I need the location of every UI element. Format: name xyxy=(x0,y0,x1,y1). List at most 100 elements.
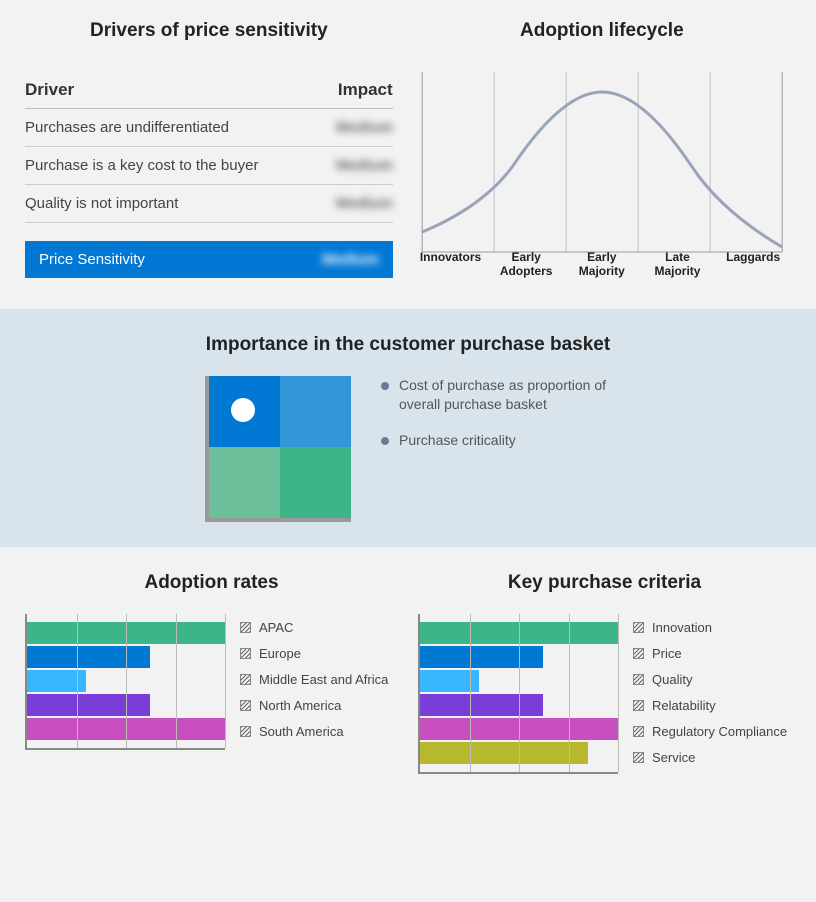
swatch-icon xyxy=(633,752,644,763)
basket-title: Importance in the customer purchase bask… xyxy=(25,334,791,356)
quad-br xyxy=(280,447,351,518)
gridline xyxy=(176,614,177,748)
swatch-icon xyxy=(240,674,251,685)
col-impact: Impact xyxy=(338,80,393,100)
swatch-icon xyxy=(240,700,251,711)
gridline xyxy=(77,614,78,748)
legend-item: Price xyxy=(633,642,787,666)
criteria-legend: Innovation Price Quality Relatability Regula… xyxy=(633,614,787,774)
bar xyxy=(420,742,588,764)
adoption-title: Adoption rates xyxy=(25,572,398,594)
legend-item: North America xyxy=(240,694,388,718)
driver-label: Purchase is a key cost to the buyer xyxy=(25,157,258,174)
lifecycle-label: Late Majority xyxy=(640,250,716,279)
summary-label: Price Sensitivity xyxy=(39,251,145,268)
bar xyxy=(420,694,543,716)
legend-item: South America xyxy=(240,720,388,744)
legend-label: Purchase criticality xyxy=(399,431,516,451)
basket-section: Importance in the customer purchase bask… xyxy=(0,309,816,547)
basket-content: Cost of purchase as proportion of overal… xyxy=(25,376,791,522)
gridline xyxy=(470,614,471,772)
basket-legend-item: Cost of purchase as proportion of overal… xyxy=(381,376,611,415)
drivers-title: Drivers of price sensitivity xyxy=(25,20,393,42)
basket-legend: Cost of purchase as proportion of overal… xyxy=(381,376,611,467)
quad-bl xyxy=(209,447,280,518)
lifecycle-labels: InnovatorsEarly AdoptersEarly MajorityLa… xyxy=(413,250,791,279)
legend-label: Regulatory Compliance xyxy=(652,724,787,739)
col-driver: Driver xyxy=(25,80,74,100)
swatch-icon xyxy=(240,648,251,659)
drivers-header: Driver Impact xyxy=(25,72,393,109)
adoption-chart: APAC Europe Middle East and Africa North Am… xyxy=(25,614,398,750)
swatch-icon xyxy=(633,622,644,633)
gridline xyxy=(569,614,570,772)
drivers-row: Quality is not important Medium xyxy=(25,185,393,223)
legend-item: Relatability xyxy=(633,694,787,718)
swatch-icon xyxy=(240,622,251,633)
lifecycle-label: Laggards xyxy=(715,250,791,279)
drivers-row: Purchase is a key cost to the buyer Mediu… xyxy=(25,147,393,185)
legend-item: Innovation xyxy=(633,616,787,640)
basket-legend-item: Purchase criticality xyxy=(381,431,611,451)
bar xyxy=(27,694,150,716)
lifecycle-panel: Adoption lifecycle InnovatorsEarly Adopt… xyxy=(393,20,791,279)
gridline xyxy=(519,614,520,772)
lifecycle-label: Early Majority xyxy=(564,250,640,279)
bullet-icon xyxy=(381,382,389,390)
driver-value: Medium xyxy=(336,195,393,212)
legend-label: Middle East and Africa xyxy=(259,672,388,687)
legend-label: South America xyxy=(259,724,344,739)
driver-label: Purchases are undifferentiated xyxy=(25,119,229,136)
legend-label: Price xyxy=(652,646,682,661)
gridline xyxy=(225,614,226,748)
bullet-icon xyxy=(381,437,389,445)
summary-value: Medium xyxy=(322,251,379,268)
lifecycle-chart xyxy=(413,72,791,272)
adoption-legend: APAC Europe Middle East and Africa North Am… xyxy=(240,614,388,750)
drivers-row: Purchases are undifferentiated Medium xyxy=(25,109,393,147)
adoption-panel: Adoption rates APAC Europe Middle East and… xyxy=(25,572,398,774)
legend-item: Europe xyxy=(240,642,388,666)
swatch-icon xyxy=(240,726,251,737)
swatch-icon xyxy=(633,674,644,685)
legend-label: Europe xyxy=(259,646,301,661)
bar xyxy=(420,646,543,668)
driver-value: Medium xyxy=(336,157,393,174)
sensitivity-summary: Price Sensitivity Medium xyxy=(25,241,393,278)
legend-item: Service xyxy=(633,746,787,770)
legend-label: Quality xyxy=(652,672,692,687)
driver-label: Quality is not important xyxy=(25,195,178,212)
swatch-icon xyxy=(633,700,644,711)
swatch-icon xyxy=(633,648,644,659)
lifecycle-label: Early Adopters xyxy=(488,250,564,279)
drivers-panel: Drivers of price sensitivity Driver Impa… xyxy=(25,20,393,279)
legend-label: Relatability xyxy=(652,698,716,713)
legend-label: North America xyxy=(259,698,341,713)
criteria-chart: Innovation Price Quality Relatability Regula… xyxy=(418,614,791,774)
bottom-section: Adoption rates APAC Europe Middle East and… xyxy=(0,547,816,799)
legend-item: APAC xyxy=(240,616,388,640)
quad-dot xyxy=(231,398,255,422)
legend-label: Cost of purchase as proportion of overal… xyxy=(399,376,611,415)
top-section: Drivers of price sensitivity Driver Impa… xyxy=(0,0,816,309)
legend-label: Innovation xyxy=(652,620,712,635)
legend-label: APAC xyxy=(259,620,293,635)
legend-item: Middle East and Africa xyxy=(240,668,388,692)
swatch-icon xyxy=(633,726,644,737)
gridline xyxy=(126,614,127,748)
legend-item: Quality xyxy=(633,668,787,692)
legend-item: Regulatory Compliance xyxy=(633,720,787,744)
quadrant-chart xyxy=(205,376,351,522)
adoption-bars xyxy=(25,614,225,750)
lifecycle-title: Adoption lifecycle xyxy=(413,20,791,42)
lifecycle-svg xyxy=(413,72,791,272)
criteria-panel: Key purchase criteria Innovation Price Qua… xyxy=(418,572,791,774)
legend-label: Service xyxy=(652,750,695,765)
driver-value: Medium xyxy=(336,119,393,136)
criteria-bars xyxy=(418,614,618,774)
gridline xyxy=(618,614,619,772)
criteria-title: Key purchase criteria xyxy=(418,572,791,594)
bar xyxy=(27,646,150,668)
lifecycle-label: Innovators xyxy=(413,250,489,279)
drivers-table: Driver Impact Purchases are undifferenti… xyxy=(25,72,393,278)
